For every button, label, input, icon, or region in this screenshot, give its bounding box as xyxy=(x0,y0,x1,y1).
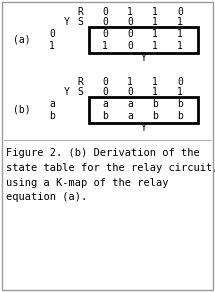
Text: b: b xyxy=(152,111,158,121)
Text: 0: 0 xyxy=(127,87,133,97)
Text: a: a xyxy=(102,99,108,109)
Text: a: a xyxy=(49,99,55,109)
Text: R: R xyxy=(77,77,83,87)
Text: 1: 1 xyxy=(102,41,108,51)
Text: 1: 1 xyxy=(152,41,158,51)
Text: 0: 0 xyxy=(102,77,108,87)
Text: (b): (b) xyxy=(13,105,31,115)
Text: b: b xyxy=(177,99,183,109)
Text: 0: 0 xyxy=(177,77,183,87)
Text: 1: 1 xyxy=(152,7,158,17)
Text: b: b xyxy=(102,111,108,121)
Text: (a): (a) xyxy=(13,35,31,45)
Text: Y: Y xyxy=(64,17,70,27)
Text: 1: 1 xyxy=(152,87,158,97)
Text: S: S xyxy=(77,87,83,97)
Bar xyxy=(89,27,198,53)
Text: a: a xyxy=(127,99,133,109)
Text: Y: Y xyxy=(141,53,146,63)
Text: 1: 1 xyxy=(49,41,55,51)
Text: 1: 1 xyxy=(152,77,158,87)
Text: 1: 1 xyxy=(152,29,158,39)
Text: 1: 1 xyxy=(177,41,183,51)
Text: 0: 0 xyxy=(49,29,55,39)
Text: b: b xyxy=(177,111,183,121)
Text: S: S xyxy=(77,17,83,27)
Text: 0: 0 xyxy=(127,29,133,39)
Text: 1: 1 xyxy=(127,7,133,17)
Text: Figure 2. (b) Derivation of the
state table for the relay circuit,
using a K-map: Figure 2. (b) Derivation of the state ta… xyxy=(6,148,215,202)
Text: a: a xyxy=(127,111,133,121)
Bar xyxy=(89,97,198,123)
Text: Y: Y xyxy=(141,123,146,133)
Text: R: R xyxy=(77,7,83,17)
Text: 0: 0 xyxy=(127,41,133,51)
Text: 0: 0 xyxy=(102,17,108,27)
Text: b: b xyxy=(49,111,55,121)
Text: 1: 1 xyxy=(127,77,133,87)
Text: 1: 1 xyxy=(152,17,158,27)
Text: Y: Y xyxy=(64,87,70,97)
Text: 1: 1 xyxy=(177,87,183,97)
Text: 0: 0 xyxy=(102,29,108,39)
Text: 1: 1 xyxy=(177,29,183,39)
Text: 0: 0 xyxy=(102,7,108,17)
Text: b: b xyxy=(152,99,158,109)
Text: 0: 0 xyxy=(177,7,183,17)
Text: 0: 0 xyxy=(102,87,108,97)
Text: 1: 1 xyxy=(177,17,183,27)
Text: 0: 0 xyxy=(127,17,133,27)
